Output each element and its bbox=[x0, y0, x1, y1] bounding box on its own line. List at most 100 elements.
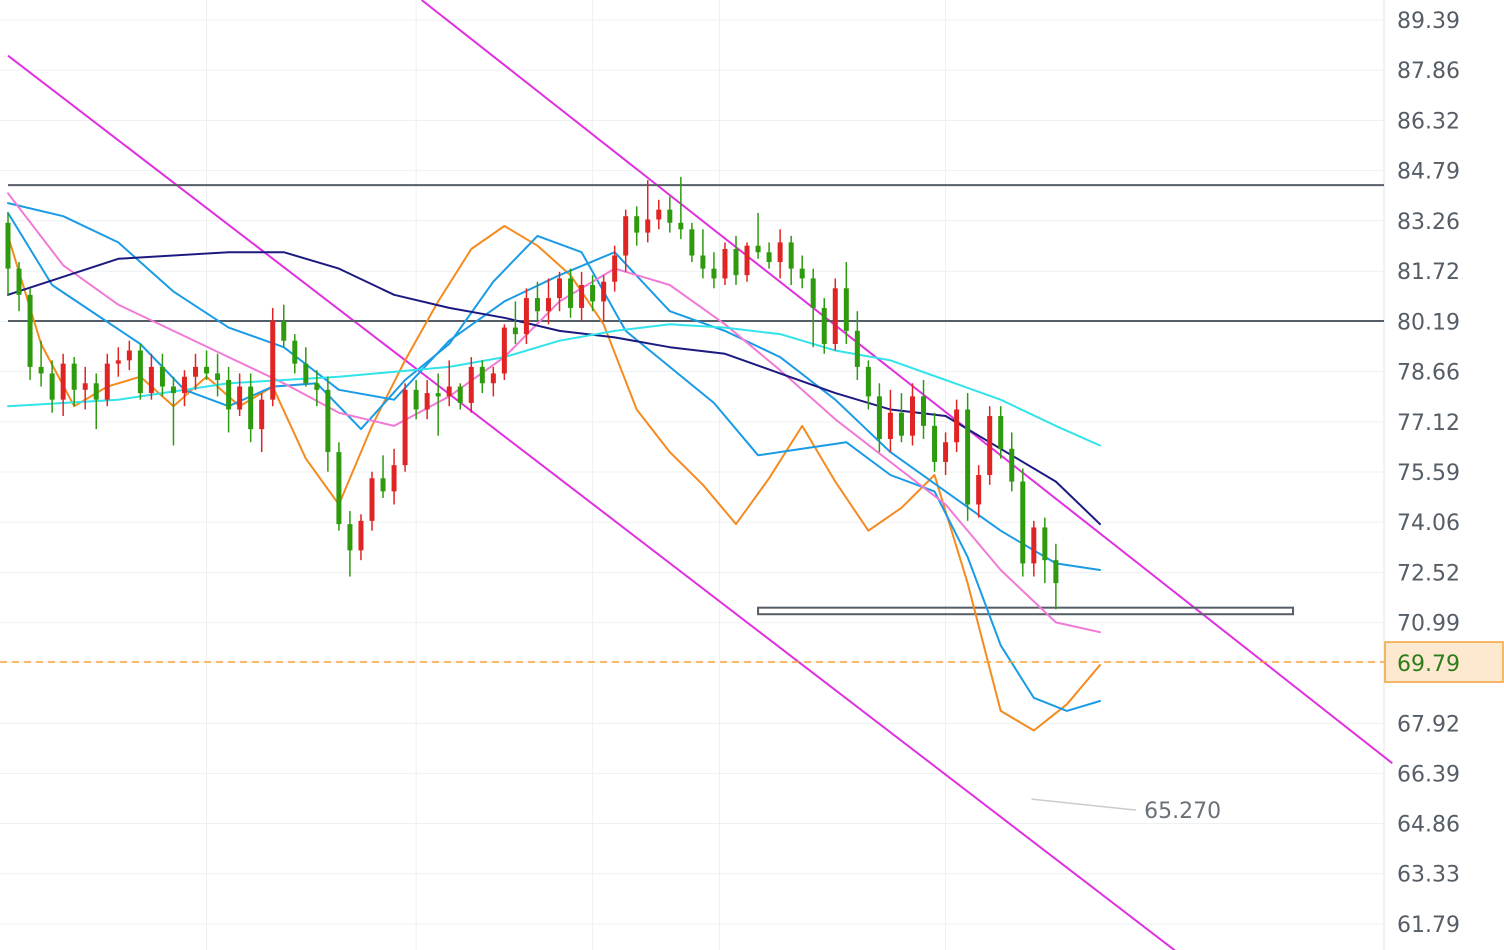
candle bbox=[215, 353, 221, 397]
candle bbox=[976, 465, 982, 518]
candle bbox=[909, 383, 915, 446]
candle bbox=[325, 376, 331, 472]
candle bbox=[170, 376, 176, 446]
candle-body bbox=[634, 216, 640, 233]
candle-body bbox=[766, 252, 772, 263]
candle-body bbox=[523, 298, 529, 335]
candle bbox=[336, 442, 342, 531]
candle bbox=[148, 353, 154, 400]
candle-body bbox=[193, 366, 199, 377]
candle bbox=[843, 262, 849, 344]
candle-body bbox=[391, 465, 397, 492]
candle bbox=[700, 229, 706, 279]
candle bbox=[876, 383, 882, 453]
candle-body bbox=[810, 278, 816, 308]
candle bbox=[457, 383, 463, 410]
candle-body bbox=[1031, 527, 1037, 564]
candle bbox=[490, 366, 496, 397]
y-tick-label: 87.86 bbox=[1397, 59, 1460, 84]
y-tick-label: 67.92 bbox=[1397, 712, 1460, 737]
candle bbox=[557, 271, 563, 312]
candle bbox=[667, 196, 673, 233]
candle-body bbox=[5, 222, 11, 269]
candle bbox=[601, 275, 607, 322]
candle bbox=[27, 288, 33, 380]
candle bbox=[634, 206, 640, 246]
candle-body bbox=[755, 245, 761, 253]
candle bbox=[115, 347, 121, 377]
candle bbox=[711, 252, 717, 289]
candle bbox=[545, 278, 551, 325]
candle-body bbox=[976, 475, 982, 505]
candle-body bbox=[965, 409, 971, 505]
last-price-label: 69.79 bbox=[1397, 652, 1460, 677]
y-tick-label: 81.72 bbox=[1397, 260, 1460, 285]
candle bbox=[181, 370, 187, 407]
candle-body bbox=[854, 330, 860, 367]
candle-body bbox=[722, 248, 728, 279]
candle-body bbox=[126, 350, 132, 361]
candle-body bbox=[843, 288, 849, 331]
candle-body bbox=[579, 285, 585, 308]
low-leader bbox=[1031, 798, 1137, 811]
candle-body bbox=[590, 285, 596, 302]
y-tick-label: 84.79 bbox=[1397, 160, 1460, 185]
candle bbox=[93, 373, 99, 430]
y-tick-label: 77.12 bbox=[1397, 411, 1460, 436]
candle bbox=[49, 360, 55, 413]
candle-body bbox=[998, 416, 1004, 449]
candle bbox=[965, 393, 971, 521]
candle-body bbox=[468, 366, 474, 403]
candle bbox=[987, 406, 993, 485]
candle-body bbox=[601, 281, 607, 302]
candle bbox=[865, 360, 871, 410]
candle bbox=[226, 366, 232, 433]
candle bbox=[259, 393, 265, 453]
candle bbox=[810, 268, 816, 348]
candle bbox=[534, 281, 540, 322]
candle bbox=[71, 357, 77, 407]
candle-body bbox=[347, 524, 353, 551]
candle-body bbox=[921, 396, 927, 426]
candle bbox=[612, 245, 618, 292]
candle bbox=[60, 353, 66, 417]
candle-body bbox=[545, 298, 551, 312]
candle-body bbox=[325, 389, 331, 453]
candle-body bbox=[16, 268, 22, 295]
y-tick-label: 72.52 bbox=[1397, 562, 1460, 587]
candle bbox=[512, 301, 518, 344]
candle bbox=[943, 432, 949, 475]
candle bbox=[623, 209, 629, 272]
candle-body bbox=[821, 307, 827, 344]
candle-body bbox=[568, 278, 574, 308]
candle bbox=[292, 334, 298, 374]
candle bbox=[678, 176, 684, 240]
candle-body bbox=[259, 399, 265, 430]
candle-body bbox=[446, 386, 452, 397]
candle bbox=[137, 343, 143, 400]
candle-body bbox=[336, 452, 342, 525]
candle-body bbox=[181, 376, 187, 394]
candle-body bbox=[358, 520, 364, 551]
candle bbox=[391, 448, 397, 505]
candle-body bbox=[1009, 448, 1015, 482]
candle-body bbox=[932, 425, 938, 462]
candle-body bbox=[159, 366, 165, 387]
candle-body bbox=[865, 366, 871, 397]
candle-body bbox=[490, 373, 496, 384]
candle-body bbox=[623, 216, 629, 256]
candle bbox=[854, 311, 860, 380]
candle bbox=[755, 212, 761, 259]
candle-body bbox=[876, 396, 882, 439]
candle bbox=[424, 380, 430, 420]
candle bbox=[523, 288, 529, 344]
candle bbox=[932, 412, 938, 472]
candle bbox=[821, 298, 827, 354]
candle-body bbox=[887, 412, 893, 439]
candle-body bbox=[711, 268, 717, 279]
candle-body bbox=[954, 409, 960, 443]
candle bbox=[921, 380, 927, 439]
candle-body bbox=[38, 366, 44, 374]
candle bbox=[358, 514, 364, 561]
